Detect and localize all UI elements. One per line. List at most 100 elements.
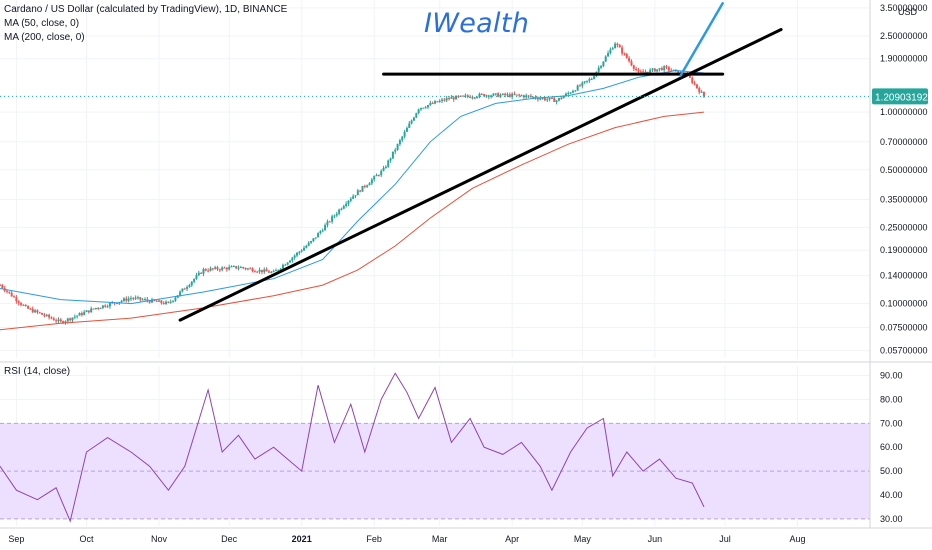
candle-body [249, 268, 252, 270]
candle-body [160, 300, 163, 303]
annotations [178, 2, 783, 322]
time-tick-label: Apr [505, 534, 519, 544]
candle-body [625, 53, 628, 59]
candle-body [289, 260, 291, 263]
candle-body [319, 231, 322, 234]
candle-body [298, 251, 301, 253]
candle-body [398, 140, 401, 145]
candle-body [99, 307, 102, 309]
candle-body [607, 52, 610, 57]
rsi-line [0, 372, 705, 523]
candle-body [78, 313, 81, 316]
candle-body [380, 170, 383, 176]
candle-body [408, 123, 411, 128]
candle-body [434, 101, 436, 104]
candle-body [48, 314, 51, 318]
candle-body [588, 79, 591, 81]
candle-body [429, 103, 432, 106]
candle-body [660, 68, 663, 71]
candle-body [604, 56, 607, 62]
candle-body [417, 109, 420, 114]
time-axis[interactable]: Sep Oct Nov Dec 2021 Feb Mar Apr May Jun Jul Aug [8, 534, 805, 544]
candle-body [209, 268, 212, 271]
candle-body [195, 275, 198, 279]
price-tick-label: 0.35000000 [880, 194, 928, 204]
candle-body [478, 93, 481, 98]
price-tick-label: 0.19000000 [880, 245, 928, 255]
candle-body [253, 271, 256, 273]
candle-body [541, 98, 544, 100]
candle-body [101, 305, 104, 308]
candle-body [218, 269, 221, 271]
candle-body [310, 241, 313, 243]
candle-body [340, 208, 343, 210]
candle-body [286, 262, 289, 265]
candle-body [438, 100, 441, 103]
candle-body [555, 100, 558, 102]
candle-body [331, 216, 334, 222]
candle-body [649, 69, 652, 73]
candle-body [553, 98, 556, 102]
candle-body [183, 288, 186, 290]
candle-body [207, 270, 210, 272]
candle-body [494, 93, 497, 95]
candle-body [396, 144, 399, 150]
candle-body [445, 98, 448, 101]
candle-body [384, 166, 387, 169]
candle-body [57, 319, 60, 322]
candle-body [677, 70, 680, 75]
candle-body [76, 315, 79, 317]
candle-body [609, 49, 612, 53]
candle-body [590, 78, 593, 80]
candle-body [169, 301, 172, 303]
candle-body [10, 292, 13, 297]
candle-body [361, 185, 364, 192]
price-tick-label: 2.50000000 [880, 31, 928, 41]
candle-body [256, 271, 259, 273]
ma200-line [0, 111, 705, 331]
candle-body [162, 302, 165, 304]
candle-body [602, 61, 605, 67]
candle-body [691, 77, 694, 83]
candle-body [342, 206, 345, 209]
time-tick-label: Feb [366, 534, 382, 544]
rsi-band-lines [0, 422, 870, 520]
candle-body [36, 310, 39, 313]
candle-body [702, 91, 705, 97]
price-tick-label: 0.25000000 [880, 222, 928, 232]
candle-body [188, 285, 191, 288]
candle-body [543, 98, 546, 101]
candle-body [186, 287, 189, 289]
candle-body [480, 93, 483, 95]
candle-body [621, 47, 624, 54]
candle-body [64, 321, 67, 324]
candle-body [415, 113, 418, 118]
candle-body [38, 312, 41, 314]
candle-body [251, 268, 254, 272]
price-tick-label: 1.90000000 [880, 54, 928, 64]
time-tick-label: Dec [221, 534, 238, 544]
candle-body [567, 92, 570, 94]
candle-body [373, 176, 376, 180]
time-tick-label: May [574, 534, 592, 544]
candle-body [281, 264, 284, 269]
candle-body [637, 70, 640, 72]
rsi-legend[interactable]: RSI (14, close) [4, 366, 71, 377]
chart-title: Cardano / US Dollar (calculated by Tradi… [4, 4, 288, 15]
candle-body [614, 43, 617, 49]
candle-body [452, 97, 455, 100]
candle-body [569, 92, 572, 94]
candle-body [483, 94, 486, 97]
candle-body [55, 320, 58, 322]
candle-body [258, 269, 261, 272]
candle-body [359, 190, 362, 192]
candle-body [52, 318, 55, 321]
ma50-legend[interactable]: MA (50, close, 0) [4, 18, 80, 29]
candle-body [387, 160, 390, 167]
candle-body [312, 238, 315, 242]
ma200-legend[interactable]: MA (200, close, 0) [4, 32, 85, 43]
candle-body [632, 65, 635, 69]
rsi-tick-label: 30.00 [880, 514, 903, 524]
candle-body [267, 271, 270, 273]
rsi-axis[interactable]: 90.00 80.00 70.00 60.00 50.00 40.00 30.00 [880, 371, 903, 524]
